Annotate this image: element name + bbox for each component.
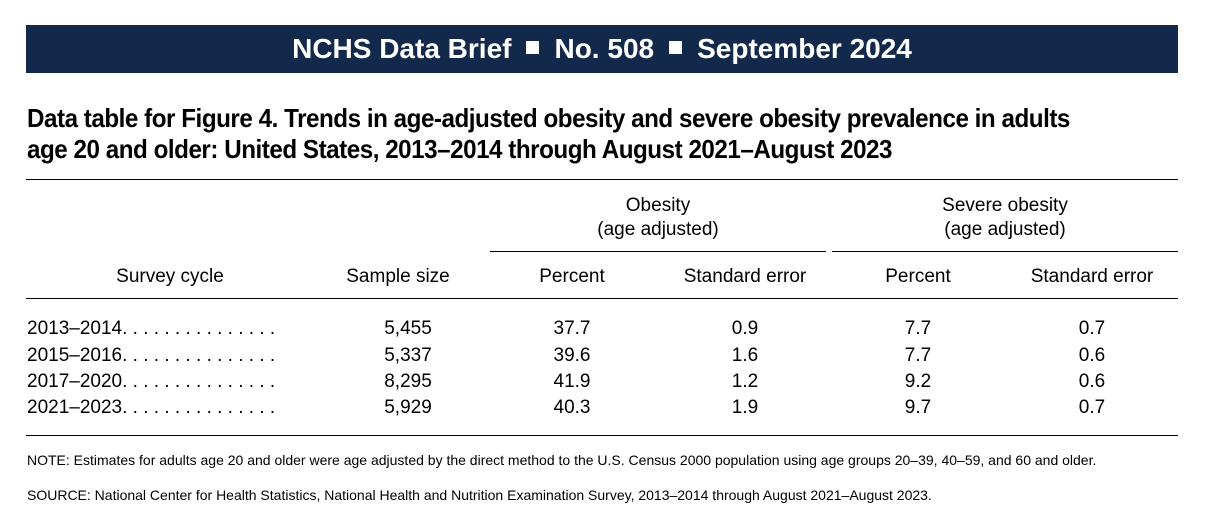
- col-header-sample-size: Sample size: [346, 266, 450, 287]
- obesity-group-rule: [490, 251, 826, 252]
- obesity-group-header-line-1: Obesity: [625, 195, 691, 216]
- dot-leader: . . . . . . . . . . . . . . .: [122, 318, 276, 339]
- obesity-percent: 39.6: [553, 345, 591, 366]
- severe-se: 0.6: [1078, 345, 1106, 366]
- col-header-severe-se: Standard error: [1030, 266, 1154, 287]
- publication-banner: NCHS Data Brief No. 508 September 2024: [26, 25, 1178, 73]
- col-header-obesity-percent: Percent: [539, 266, 605, 287]
- severe-group-header-line-1: Severe obesity: [942, 195, 1068, 216]
- survey-cycle: 2015–2016: [27, 345, 123, 366]
- dot-leader: . . . . . . . . . . . . . . .: [122, 397, 276, 418]
- severe-percent: 7.7: [904, 345, 932, 366]
- severe-group-header-line-2: (age adjusted): [944, 219, 1066, 240]
- obesity-group-header: Obesity (age adjusted): [490, 194, 826, 242]
- severe-percent: 9.7: [904, 397, 932, 418]
- square-bullet-icon: [526, 40, 540, 54]
- severe-se: 0.7: [1078, 397, 1106, 418]
- sample-size: 5,929: [384, 397, 432, 418]
- col-header-obesity-se: Standard error: [683, 266, 807, 287]
- obesity-percent: 40.3: [553, 397, 591, 418]
- table-bottom-rule: [26, 435, 1178, 436]
- obesity-percent: 37.7: [553, 318, 591, 339]
- obesity-se: 1.6: [731, 345, 759, 366]
- publication-name: NCHS Data Brief: [292, 33, 512, 64]
- col-header-survey-cycle: Survey cycle: [116, 266, 224, 287]
- severe-percent: 7.7: [904, 318, 932, 339]
- survey-cycle: 2021–2023: [27, 397, 123, 418]
- obesity-se: 1.9: [731, 397, 759, 418]
- severe-percent: 9.2: [904, 371, 932, 392]
- severe-se: 0.7: [1078, 318, 1106, 339]
- obesity-percent: 41.9: [553, 371, 591, 392]
- issue-number: No. 508: [554, 33, 655, 64]
- sample-size: 5,455: [384, 318, 432, 339]
- sample-size: 8,295: [384, 371, 432, 392]
- obesity-group-header-line-2: (age adjusted): [597, 219, 719, 240]
- row-label: 2021–2023. . . . . . . . . . . . . . .: [27, 396, 275, 420]
- row-label: 2013–2014. . . . . . . . . . . . . . .: [27, 317, 275, 341]
- severe-obesity-group-header: Severe obesity (age adjusted): [832, 194, 1178, 242]
- obesity-se: 0.9: [731, 318, 759, 339]
- dot-leader: . . . . . . . . . . . . . . .: [122, 345, 276, 366]
- severe-se: 0.6: [1078, 371, 1106, 392]
- col-header-severe-percent: Percent: [885, 266, 951, 287]
- survey-cycle: 2017–2020: [27, 371, 123, 392]
- obesity-se: 1.2: [731, 371, 759, 392]
- table-title-line-1: Data table for Figure 4. Trends in age-a…: [27, 103, 1070, 133]
- issue-date: September 2024: [697, 33, 912, 64]
- table-title: Data table for Figure 4. Trends in age-a…: [27, 103, 1106, 165]
- table-top-rule: [26, 179, 1178, 180]
- severe-group-rule: [832, 251, 1178, 252]
- row-label: 2015–2016. . . . . . . . . . . . . . .: [27, 344, 275, 368]
- table-note: NOTE: Estimates for adults age 20 and ol…: [27, 452, 1097, 468]
- sample-size: 5,337: [384, 345, 432, 366]
- table-title-line-2: age 20 and older: United States, 2013–20…: [27, 134, 893, 164]
- square-bullet-icon: [669, 40, 683, 54]
- table-source: SOURCE: National Center for Health Stati…: [27, 487, 932, 503]
- dot-leader: . . . . . . . . . . . . . . .: [122, 371, 276, 392]
- row-label: 2017–2020. . . . . . . . . . . . . . .: [27, 370, 275, 394]
- header-bottom-rule: [26, 298, 1178, 299]
- survey-cycle: 2013–2014: [27, 318, 123, 339]
